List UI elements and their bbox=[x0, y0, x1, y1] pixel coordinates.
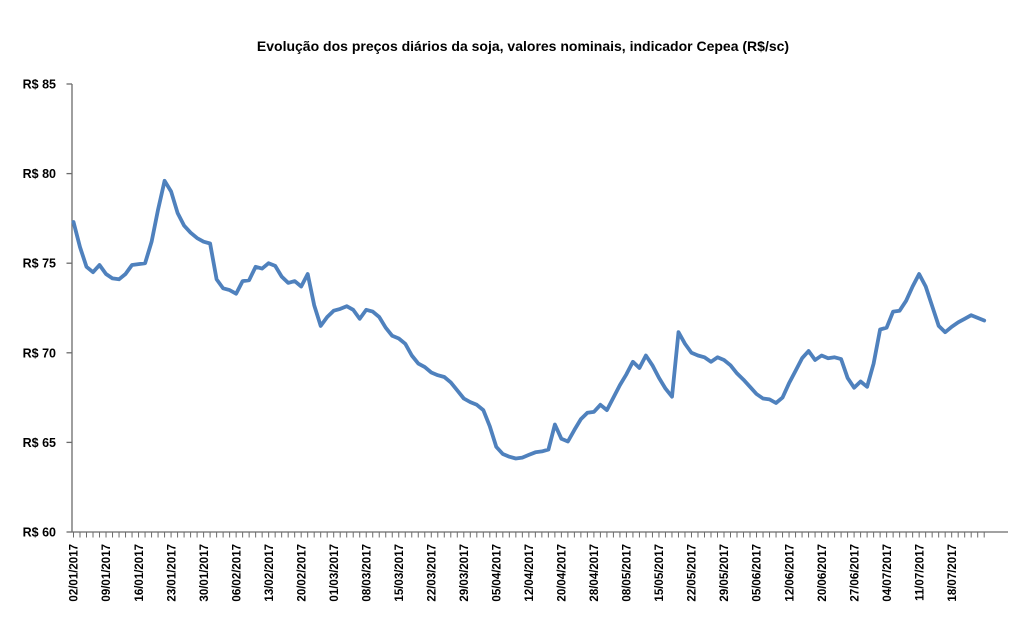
x-tick-label: 27/06/2017 bbox=[849, 544, 861, 602]
x-tick-label: 15/03/2017 bbox=[394, 544, 406, 602]
y-tick-label: R$ 80 bbox=[23, 167, 56, 181]
x-tick-label: 01/03/2017 bbox=[329, 544, 341, 602]
y-tick-label: R$ 60 bbox=[23, 526, 56, 540]
x-tick-label: 05/04/2017 bbox=[492, 544, 504, 602]
x-tick-label: 22/03/2017 bbox=[426, 544, 438, 602]
x-tick-label: 08/05/2017 bbox=[622, 544, 634, 602]
x-tick-label: 08/03/2017 bbox=[361, 544, 373, 602]
y-tick-label: R$ 65 bbox=[23, 436, 56, 450]
x-tick-label: 09/01/2017 bbox=[101, 544, 113, 602]
x-tick-label: 20/02/2017 bbox=[296, 544, 308, 602]
x-tick-label: 20/06/2017 bbox=[817, 544, 829, 602]
x-tick-label: 18/07/2017 bbox=[947, 544, 959, 602]
x-tick-label: 29/03/2017 bbox=[459, 544, 471, 602]
x-tick-label: 13/02/2017 bbox=[264, 544, 276, 602]
x-tick-label: 23/01/2017 bbox=[166, 544, 178, 602]
x-tick-label: 30/01/2017 bbox=[199, 544, 211, 602]
x-tick-label: 28/04/2017 bbox=[589, 544, 601, 602]
x-tick-label: 12/06/2017 bbox=[784, 544, 796, 602]
x-tick-label: 04/07/2017 bbox=[882, 544, 894, 602]
series-layer bbox=[71, 178, 987, 461]
x-tick-label: 02/01/2017 bbox=[69, 544, 81, 602]
y-tick-label: R$ 85 bbox=[23, 78, 56, 92]
price-line bbox=[71, 178, 987, 461]
x-tick-label: 20/04/2017 bbox=[557, 544, 569, 602]
x-tick-label: 12/04/2017 bbox=[524, 544, 536, 602]
x-tick-label: 15/05/2017 bbox=[654, 544, 666, 602]
axes-layer bbox=[66, 83, 1008, 538]
y-tick-label: R$ 70 bbox=[23, 346, 56, 360]
x-tick-label: 16/01/2017 bbox=[134, 544, 146, 602]
x-tick-label: 22/05/2017 bbox=[687, 544, 699, 602]
x-tick-label: 05/06/2017 bbox=[752, 544, 764, 602]
y-tick-label: R$ 75 bbox=[23, 257, 56, 271]
x-tick-label: 11/07/2017 bbox=[914, 544, 926, 601]
chart-title: Evolução dos preços diários da soja, val… bbox=[257, 38, 789, 54]
x-tick-label: 06/02/2017 bbox=[231, 544, 243, 602]
labels-layer: R$ 85 R$ 80 R$ 75 R$ 70 R$ 65 R$ 60 02/01/2017… bbox=[23, 78, 959, 602]
x-tick-label: 29/05/2017 bbox=[719, 544, 731, 602]
